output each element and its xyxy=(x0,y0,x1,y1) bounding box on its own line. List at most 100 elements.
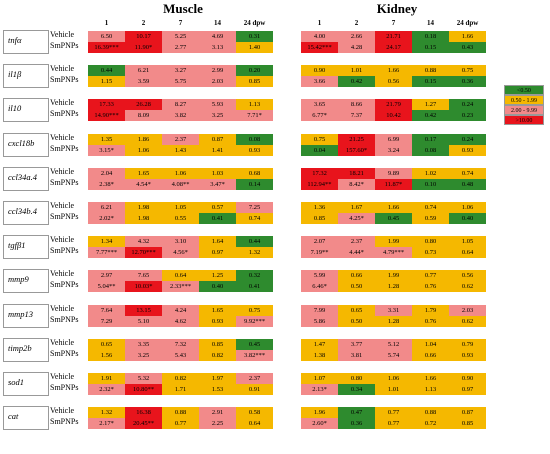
muscle-heatmap-cell: 7.77*** xyxy=(88,247,125,259)
muscle-heatmap-cell: 1.34 xyxy=(88,236,125,248)
muscle-heatmap-cell: 2.17* xyxy=(88,418,125,430)
kidney-heatmap-cell: 2.37 xyxy=(338,236,375,248)
muscle-heatmap-cell: 0.91 xyxy=(236,384,273,395)
kidney-heatmap-cell: 1.07 xyxy=(301,373,338,384)
treatment-label: Vehicle xyxy=(50,98,74,108)
muscle-col-header: 1 xyxy=(104,19,109,27)
muscle-heatmap-cell: 1.98 xyxy=(125,202,162,213)
kidney-heatmap-cell: 0.76 xyxy=(412,315,449,327)
muscle-heatmap-cell: 6.50 xyxy=(88,31,125,42)
kidney-heatmap-cell: 0.04 xyxy=(301,144,338,156)
kidney-heatmap-cell: 0.85 xyxy=(301,213,338,224)
muscle-heatmap-cell: 1.35 xyxy=(88,133,125,145)
kidney-heatmap-cell: 5.74 xyxy=(375,349,412,361)
muscle-heatmap-cell: 4.32 xyxy=(125,236,162,248)
kidney-heatmap-cell: 0.88 xyxy=(412,65,449,77)
gene-label: mmp9 xyxy=(3,269,49,294)
gene-label: timp2b xyxy=(3,337,49,362)
kidney-heatmap-cell: 1.66 xyxy=(375,202,412,213)
kidney-heatmap-cell: 0.85 xyxy=(449,418,486,430)
muscle-heatmap-cell: 0.40 xyxy=(199,281,236,293)
legend-swatch: <0.50 xyxy=(504,85,544,95)
kidney-heatmap-cell: 3.77 xyxy=(338,338,375,350)
kidney-heatmap-cell: 1.04 xyxy=(412,338,449,350)
kidney-heatmap-cell: 4.44* xyxy=(338,247,375,259)
kidney-heatmap-cell: 15.42*** xyxy=(301,42,338,53)
muscle-heatmap-cell: 0.82 xyxy=(162,373,199,384)
muscle-heatmap-cell: 0.65 xyxy=(88,338,125,350)
muscle-heatmap-cell: 0.08 xyxy=(236,133,273,145)
kidney-heatmap-cell: 6.77* xyxy=(301,110,338,122)
treatment-label: Vehicle xyxy=(50,30,74,39)
treatment-label: Vehicle xyxy=(50,166,74,176)
kidney-heatmap-cell: 0.90 xyxy=(301,65,338,77)
treatment-label: SmPNPs xyxy=(50,246,79,256)
treatment-label: SmPNPs xyxy=(50,143,79,153)
muscle-heatmap-cell: 0.93 xyxy=(236,144,273,156)
muscle-heatmap-cell: 2.03 xyxy=(199,76,236,88)
muscle-heatmap-cell: 2.91 xyxy=(199,407,236,419)
kidney-heatmap-cell: 0.43 xyxy=(449,42,486,53)
muscle-heatmap-cell: 1.32 xyxy=(88,407,125,419)
kidney-heatmap-cell: 0.59 xyxy=(412,213,449,224)
muscle-heatmap-cell: 0.87 xyxy=(199,133,236,145)
kidney-heatmap-cell: 4.25* xyxy=(338,213,375,224)
muscle-heatmap-cell: 7.64 xyxy=(88,304,125,316)
muscle-heatmap-cell: 7.32 xyxy=(162,338,199,350)
muscle-heatmap-cell: 0.31 xyxy=(236,31,273,42)
muscle-heatmap-cell: 0.75 xyxy=(236,304,273,316)
kidney-heatmap-cell: 1.01 xyxy=(338,65,375,77)
muscle-heatmap-cell: 12.70*** xyxy=(125,247,162,259)
kidney-heatmap-cell: 1.36 xyxy=(301,202,338,213)
kidney-heatmap-cell: 0.34 xyxy=(338,384,375,395)
kidney-heatmap-cell: 0.42 xyxy=(338,76,375,88)
muscle-heatmap-cell: 0.85 xyxy=(199,338,236,350)
treatment-label: SmPNPs xyxy=(50,212,79,221)
kidney-heatmap-cell: 0.90 xyxy=(449,373,486,384)
muscle-heatmap-cell: 6.21 xyxy=(88,202,125,213)
kidney-heatmap-cell: 0.47 xyxy=(338,407,375,419)
treatment-label: SmPNPs xyxy=(50,41,79,50)
gene-label: sod1 xyxy=(3,372,49,396)
treatment-label: Vehicle xyxy=(50,235,74,245)
treatment-label: Vehicle xyxy=(50,201,74,210)
kidney-heatmap-cell: 0.08 xyxy=(412,144,449,156)
muscle-heatmap-cell: 3.15* xyxy=(88,144,125,156)
muscle-heatmap-cell: 1.53 xyxy=(199,384,236,395)
kidney-heatmap-cell: 1.06 xyxy=(449,202,486,213)
muscle-heatmap-cell: 5.10 xyxy=(125,315,162,327)
kidney-heatmap-cell: 5.12 xyxy=(375,338,412,350)
kidney-heatmap-cell: 0.65 xyxy=(338,304,375,316)
kidney-heatmap-cell: 1.06 xyxy=(375,373,412,384)
kidney-heatmap-cell: 0.80 xyxy=(412,236,449,248)
kidney-heatmap-cell: 3.66 xyxy=(301,76,338,88)
muscle-heatmap-cell: 8.27 xyxy=(162,99,199,111)
kidney-heatmap-cell: 4.28 xyxy=(338,42,375,53)
muscle-heatmap-cell: 10.17 xyxy=(125,31,162,42)
kidney-col-header: 2 xyxy=(354,19,359,27)
kidney-heatmap-cell: 0.77 xyxy=(375,418,412,430)
muscle-col-header: 2 xyxy=(141,19,146,27)
kidney-title: Kidney xyxy=(376,1,418,16)
kidney-heatmap-cell: 5.99 xyxy=(301,270,338,282)
muscle-heatmap-cell: 0.85 xyxy=(236,76,273,88)
kidney-heatmap-cell: 0.42 xyxy=(412,110,449,122)
kidney-heatmap-cell: 1.79 xyxy=(412,304,449,316)
kidney-heatmap-cell: 0.80 xyxy=(338,373,375,384)
muscle-heatmap-cell: 17.33 xyxy=(88,99,125,111)
kidney-heatmap-cell: 0.62 xyxy=(449,315,486,327)
kidney-heatmap-cell: 1.96 xyxy=(301,407,338,419)
kidney-heatmap-cell: 24.17 xyxy=(375,42,412,53)
kidney-heatmap-cell: 21.79 xyxy=(375,99,412,111)
muscle-heatmap-cell: 0.44 xyxy=(88,65,125,77)
kidney-heatmap-cell: 0.36 xyxy=(338,418,375,430)
kidney-heatmap-cell: 1.99 xyxy=(375,270,412,282)
muscle-heatmap-cell: 1.03 xyxy=(199,167,236,179)
kidney-heatmap-cell: 0.76 xyxy=(412,281,449,293)
kidney-heatmap-cell: 1.05 xyxy=(449,236,486,248)
muscle-heatmap-cell: 0.82 xyxy=(199,349,236,361)
kidney-heatmap-cell: 1.13 xyxy=(412,384,449,395)
muscle-heatmap-cell: 0.57 xyxy=(199,202,236,213)
gene-label: ccl34b.4 xyxy=(3,201,49,225)
kidney-heatmap-cell: 0.15 xyxy=(412,76,449,88)
